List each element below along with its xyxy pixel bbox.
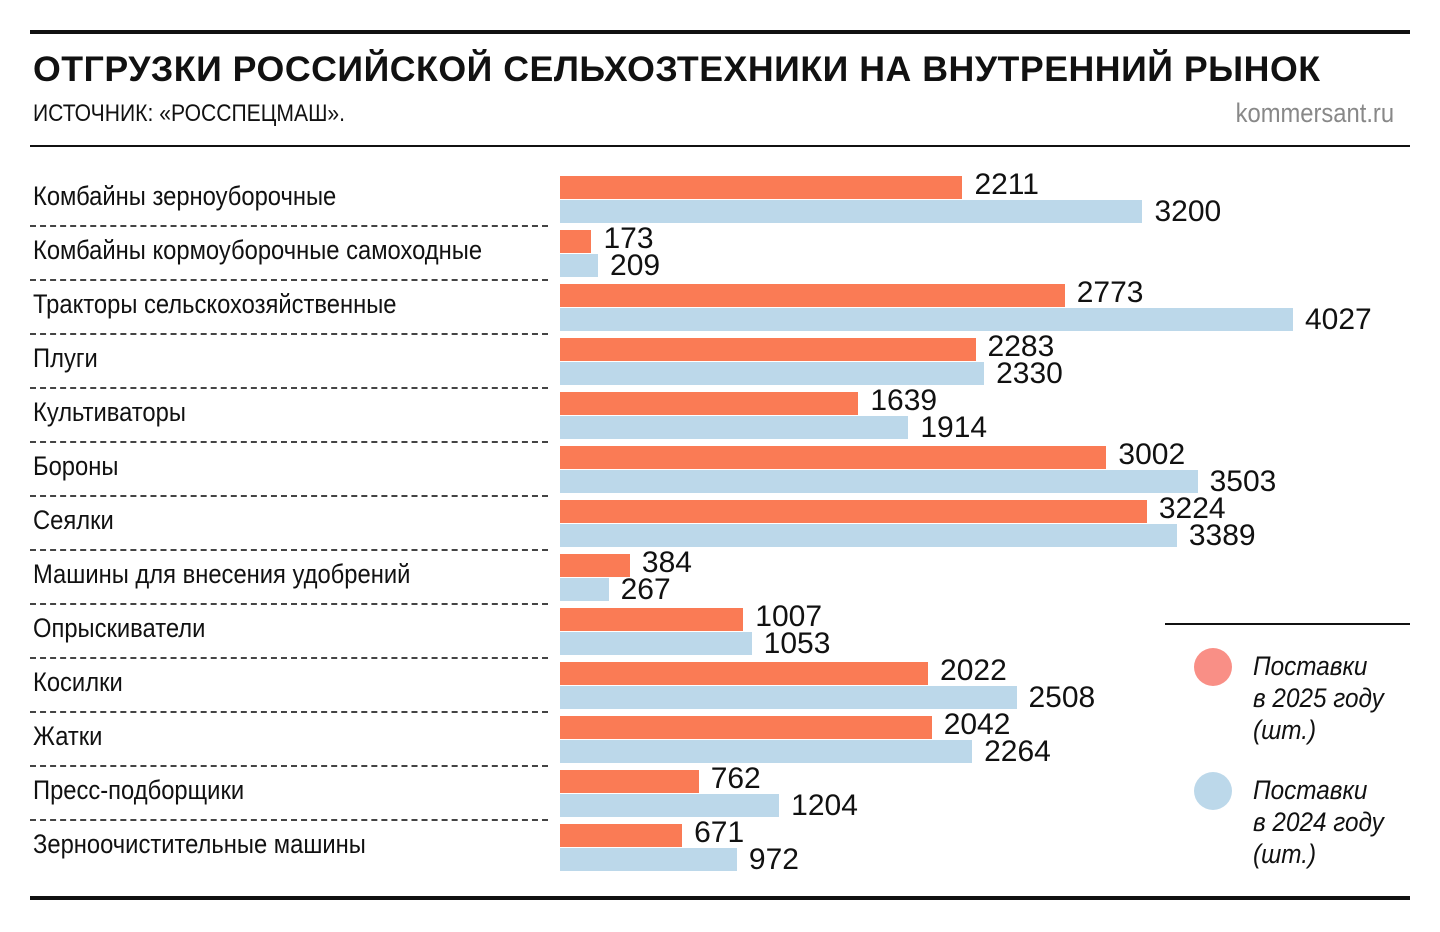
value-label-2025: 2283 — [987, 330, 1055, 363]
row-separator — [30, 819, 548, 821]
bar-2024 — [560, 524, 1177, 547]
row-separator — [30, 387, 548, 389]
site-credit: kommersant.ru — [1235, 98, 1394, 128]
category-label: Плуги — [33, 343, 98, 373]
header-rule — [30, 145, 1410, 147]
bar-2025 — [560, 284, 1065, 307]
value-label-2025: 173 — [603, 222, 654, 255]
bar-2025 — [560, 662, 929, 685]
category-label: Комбайны кормоуборочные самоходные — [33, 235, 483, 265]
category-label: Зерноочистительные машины — [33, 829, 366, 859]
bar-2025 — [560, 230, 592, 253]
bar-2024 — [560, 308, 1293, 331]
value-label-2024: 2508 — [1028, 681, 1096, 714]
bar-2024 — [560, 416, 909, 439]
source-note: ИСТОЧНИК: «РОССПЕЦМАШ». — [33, 100, 346, 127]
value-label-2024: 4027 — [1305, 303, 1372, 336]
legend-label: Поставки в 2024 году (шт.) — [1253, 774, 1384, 870]
legend-line: Поставки — [1253, 651, 1368, 681]
category-label: Пресс-подборщики — [33, 775, 245, 805]
row-separator — [30, 495, 548, 497]
value-label-2024: 2264 — [984, 735, 1051, 768]
bar-2025 — [560, 824, 683, 847]
row-separator — [30, 657, 548, 659]
legend-line: (шт.) — [1253, 715, 1317, 745]
bar-2024 — [560, 740, 973, 763]
row-separator — [30, 441, 548, 443]
legend-line: в 2024 году — [1253, 807, 1384, 837]
row-separator — [30, 333, 548, 335]
category-label: Жатки — [33, 721, 103, 751]
value-label-2025: 384 — [641, 546, 692, 579]
bar-2025 — [560, 500, 1147, 523]
category-label: Комбайны зерноуборочные — [33, 181, 337, 211]
bar-2025 — [560, 716, 932, 739]
bar-2024 — [560, 686, 1017, 709]
value-label-2025: 2022 — [940, 654, 1007, 687]
bar-2025 — [560, 176, 963, 199]
bar-2025 — [560, 338, 976, 361]
bar-2024 — [560, 200, 1143, 223]
category-label: Тракторы сельскохозяйственные — [33, 289, 397, 319]
value-label-2025: 671 — [694, 816, 745, 849]
bar-2025 — [560, 770, 699, 793]
row-separator — [30, 711, 548, 713]
value-label-2025: 1007 — [755, 600, 823, 633]
bar-2024 — [560, 848, 737, 871]
row-separator — [30, 603, 548, 605]
top-rule — [30, 30, 1410, 34]
value-label-2024: 3200 — [1154, 195, 1222, 228]
legend-label: Поставки в 2025 году (шт.) — [1253, 650, 1384, 746]
category-label: Опрыскиватели — [33, 613, 206, 643]
bar-2024 — [560, 362, 985, 385]
row-separator — [30, 225, 548, 227]
row-separator — [30, 765, 548, 767]
bar-2025 — [560, 608, 744, 631]
bottom-rule — [30, 896, 1410, 900]
category-label: Культиваторы — [33, 397, 186, 427]
value-label-2025: 1639 — [870, 384, 938, 417]
bar-2024 — [560, 470, 1198, 493]
row-separator — [30, 549, 548, 551]
category-label: Сеялки — [33, 505, 114, 535]
value-label-2024: 2330 — [996, 357, 1063, 390]
chart-title: ОТГРУЗКИ РОССИЙСКОЙ СЕЛЬХОЗТЕХНИКИ НА ВН… — [33, 50, 1321, 89]
category-label: Машины для внесения удобрений — [33, 559, 411, 589]
bar-2024 — [560, 578, 609, 601]
value-label-2024: 209 — [610, 249, 661, 282]
value-label-2025: 2042 — [943, 708, 1011, 741]
row-separator — [30, 279, 548, 281]
bar-2024 — [560, 794, 780, 817]
value-label-2025: 3002 — [1118, 438, 1186, 471]
value-label-2024: 3503 — [1209, 465, 1277, 498]
value-label-2025: 2211 — [974, 168, 1039, 201]
value-label-2025: 762 — [710, 762, 761, 795]
bar-2025 — [560, 554, 630, 577]
legend-swatch — [1194, 772, 1232, 810]
value-label-2024: 1914 — [920, 411, 988, 444]
bar-2024 — [560, 254, 599, 277]
value-label-2025: 2773 — [1076, 276, 1144, 309]
bar-2025 — [560, 392, 859, 415]
value-label-2024: 267 — [620, 573, 671, 606]
bar-2025 — [560, 446, 1107, 469]
legend-line: (шт.) — [1253, 839, 1317, 869]
category-label: Косилки — [33, 667, 123, 697]
value-label-2025: 3224 — [1158, 492, 1226, 525]
category-label: Бороны — [33, 451, 119, 481]
legend-line: в 2025 году — [1253, 683, 1384, 713]
legend-swatch — [1194, 648, 1232, 686]
value-label-2024: 972 — [748, 843, 799, 876]
value-label-2024: 1204 — [791, 789, 858, 822]
legend-rule — [1165, 623, 1410, 625]
bar-2024 — [560, 632, 752, 655]
legend-line: Поставки — [1253, 775, 1368, 805]
value-label-2024: 3389 — [1188, 519, 1256, 552]
value-label-2024: 1053 — [763, 627, 831, 660]
